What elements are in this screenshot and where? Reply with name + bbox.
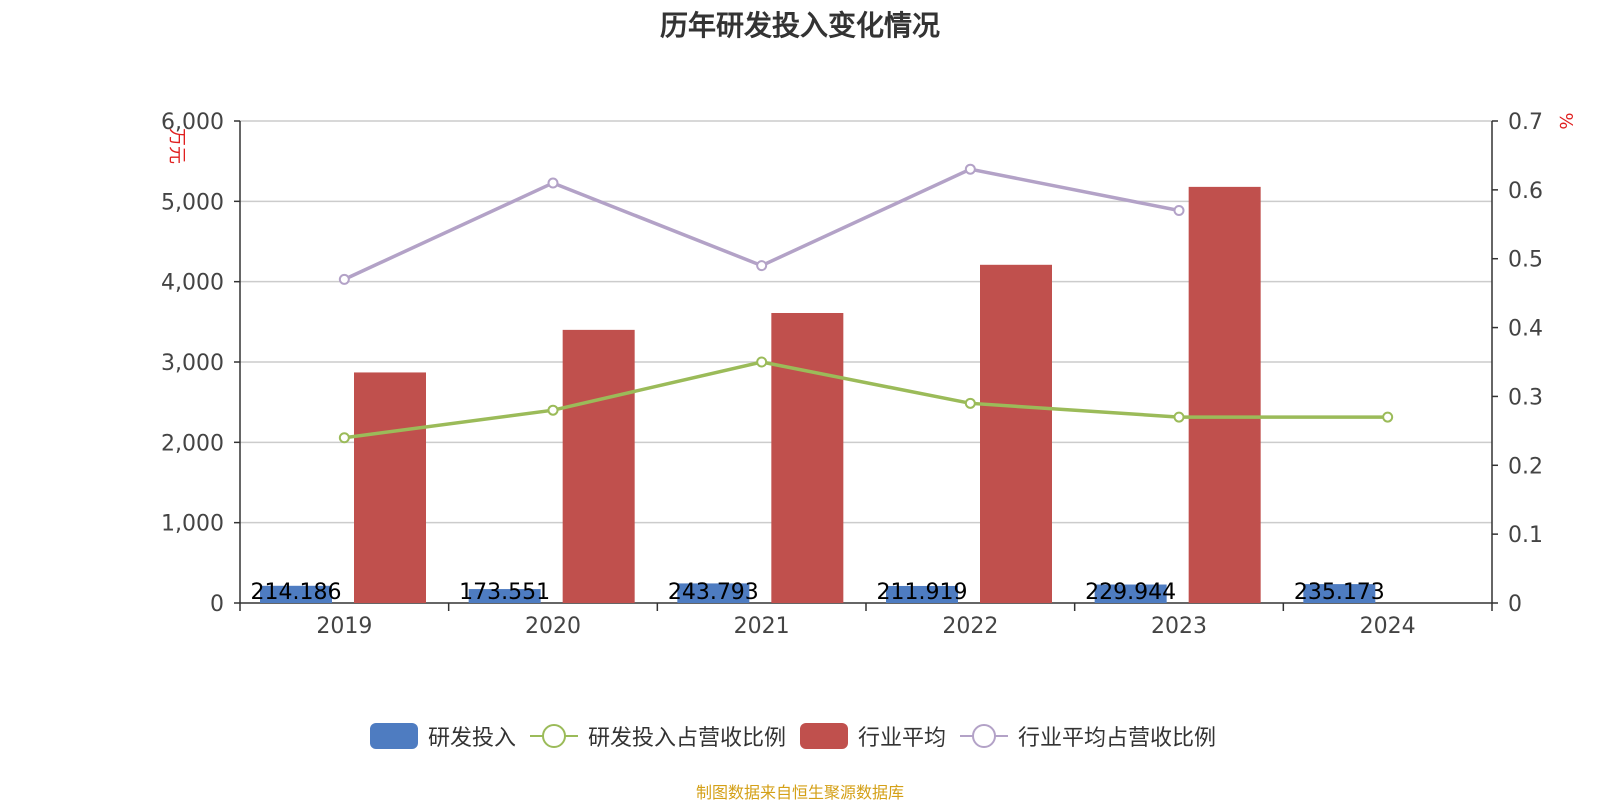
legend-label-industry-avg: 行业平均 (858, 726, 947, 751)
legend-item-industry-avg[interactable]: 行业平均 (800, 720, 946, 752)
point-rd-ratio (547, 404, 559, 416)
y-right-tick-label: 0.3 (1508, 385, 1543, 410)
point-rd-ratio (1382, 411, 1394, 423)
legend-item-rd-input[interactable]: 研发投入 (369, 720, 516, 752)
bar-label-rd-input: 214.186 (251, 580, 342, 605)
bar-rd-input (1094, 584, 1167, 603)
bar-rd-input (1303, 584, 1376, 603)
chart-title: 历年研发投入变化情况 (659, 9, 940, 42)
y-right-unit-label: % (1555, 112, 1576, 129)
x-tick-label: 2021 (734, 614, 790, 639)
source-note: 制图数据来自恒生聚源数据库 (695, 783, 904, 802)
bar-industry-avg (771, 312, 844, 603)
point-rd-ratio (756, 356, 768, 368)
bar-label-rd-input: 229.944 (1085, 580, 1176, 605)
legend-label-rd-ratio: 研发投入占营收比例 (587, 726, 786, 751)
legend-item-industry-ratio[interactable]: 行业平均占营收比例 (960, 720, 1216, 752)
y-left-tick-label: 5,000 (161, 190, 224, 215)
y-left-tick-label: 2,000 (161, 431, 224, 456)
bar-rd-input (886, 585, 958, 603)
point-industry-ratio (756, 260, 768, 272)
y-left-tick-label: 3,000 (161, 351, 224, 376)
y-right-tick-label: 0.6 (1508, 179, 1543, 204)
bar-label-rd-input: 211.919 (877, 580, 968, 605)
y-right-tick-label: 0.1 (1508, 523, 1543, 548)
bar-label-rd-input: 173.551 (459, 580, 550, 605)
bar-label-rd-input: 235.173 (1294, 580, 1385, 605)
bar-industry-avg (980, 264, 1052, 603)
y-left-tick-label: 0 (210, 592, 224, 617)
bar-rd-input (468, 589, 541, 603)
y-right-tick-label: 0.5 (1508, 248, 1543, 273)
y-right-tick-label: 0.4 (1508, 317, 1543, 342)
y-left-tick-label: 1,000 (161, 512, 224, 537)
y-right-tick-label: 0.2 (1508, 454, 1543, 479)
y-left-tick-label: 6,000 (161, 110, 224, 135)
bar-rd-input (677, 583, 750, 603)
x-tick-label: 2023 (1151, 614, 1207, 639)
y-right-tick-label: 0.7 (1508, 110, 1543, 135)
bar-industry-avg (562, 329, 635, 603)
x-tick-label: 2024 (1360, 614, 1416, 639)
legend-swatch-industry-ratio (960, 723, 1009, 749)
bar-rd-input (260, 585, 332, 603)
x-tick-label: 2020 (525, 614, 581, 639)
point-rd-ratio (1173, 411, 1185, 423)
y-right-tick-label: 0 (1508, 592, 1522, 617)
bar-industry-avg (354, 372, 426, 603)
legend-swatch-industry-avg (800, 723, 848, 749)
bar-label-rd-input: 243.793 (668, 580, 759, 605)
legend-label-industry-ratio: 行业平均占营收比例 (1018, 726, 1217, 751)
point-industry-ratio (1173, 205, 1185, 217)
point-industry-ratio (338, 273, 350, 285)
y-left-tick-label: 4,000 (161, 271, 224, 296)
point-rd-ratio (338, 432, 350, 444)
bar-industry-avg (1188, 186, 1261, 603)
legend-swatch-rd-ratio (529, 723, 578, 749)
legend-label-rd-input: 研发投入 (427, 726, 516, 751)
legend-swatch-rd-input (369, 723, 418, 749)
legend: 研发投入 研发投入占营收比例 行业平均 行业平均占营收比例 (0, 720, 1600, 752)
x-tick-label: 2019 (316, 614, 372, 639)
y-left-unit-label: 万元 (166, 128, 187, 164)
line-rd-ratio (344, 360, 1388, 440)
point-industry-ratio (547, 177, 559, 189)
point-rd-ratio (964, 397, 976, 409)
legend-item-rd-ratio[interactable]: 研发投入占营收比例 (529, 720, 786, 752)
point-industry-ratio (964, 163, 976, 175)
x-tick-label: 2022 (942, 614, 998, 639)
